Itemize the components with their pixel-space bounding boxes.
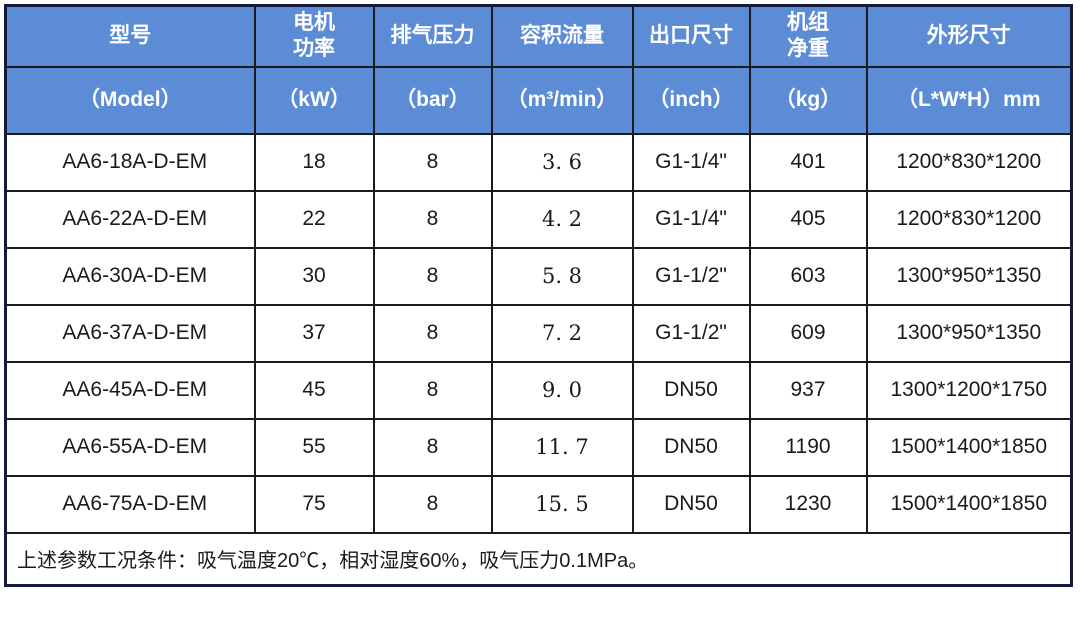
dimensions-cell: 1200*830*1200 [865,132,1073,192]
col-unit-model: （Model） [4,65,256,135]
table-row: AA6-37A-D-EM 37 8 7. 2 G1-1/2" 609 1300*… [4,303,1073,363]
table-row: AA6-55A-D-EM 55 8 11. 7 DN50 1190 1500*1… [4,417,1073,477]
col-header-dimensions: 外形尺寸 [865,4,1073,68]
motor-power-cell: 30 [253,246,375,306]
motor-power-cell: 22 [253,189,375,249]
col-header-exhaust-pressure: 排气压力 [372,4,493,68]
spec-table: 型号 电机 功率 排气压力 容积流量 出口尺寸 机组 净重 外形尺寸 （Mode… [4,4,1073,587]
outlet-size-cell: G1-1/2" [631,303,751,363]
table-header: 型号 电机 功率 排气压力 容积流量 出口尺寸 机组 净重 外形尺寸 （Mode… [4,4,1073,135]
volume-flow-cell: 11. 7 [490,417,634,477]
table-row: AA6-30A-D-EM 30 8 5. 8 G1-1/2" 603 1300*… [4,246,1073,306]
dimensions-cell: 1300*1200*1750 [865,360,1073,420]
outlet-size-cell: G1-1/4" [631,189,751,249]
operating-conditions-note: 上述参数工况条件：吸气温度20℃，相对湿度60%，吸气压力0.1MPa。 [4,531,1073,587]
col-header-motor-power: 电机 功率 [253,4,375,68]
table-row: AA6-18A-D-EM 18 8 3. 6 G1-1/4" 401 1200*… [4,132,1073,192]
col-unit-dimensions: （L*W*H）mm [865,65,1073,135]
model-cell: AA6-22A-D-EM [4,189,256,249]
col-header-volume-flow: 容积流量 [490,4,634,68]
exhaust-pressure-cell: 8 [372,303,493,363]
net-weight-cell: 401 [748,132,868,192]
table-body: AA6-18A-D-EM 18 8 3. 6 G1-1/4" 401 1200*… [4,132,1073,587]
exhaust-pressure-cell: 8 [372,474,493,534]
net-weight-cell: 405 [748,189,868,249]
header-row-units: （Model） （kW） （bar） （m³/min） （inch） （kg） … [4,65,1073,135]
exhaust-pressure-cell: 8 [372,246,493,306]
outlet-size-cell: DN50 [631,417,751,477]
col-header-outlet-size: 出口尺寸 [631,4,751,68]
table-row: AA6-45A-D-EM 45 8 9. 0 DN50 937 1300*120… [4,360,1073,420]
col-unit-net-weight: （kg） [748,65,868,135]
dimensions-cell: 1300*950*1350 [865,246,1073,306]
volume-flow-cell: 3. 6 [490,132,634,192]
table-row: AA6-75A-D-EM 75 8 15. 5 DN50 1230 1500*1… [4,474,1073,534]
dimensions-cell: 1300*950*1350 [865,303,1073,363]
col-unit-motor-power: （kW） [253,65,375,135]
model-cell: AA6-30A-D-EM [4,246,256,306]
net-weight-cell: 609 [748,303,868,363]
model-cell: AA6-37A-D-EM [4,303,256,363]
motor-power-cell: 37 [253,303,375,363]
header-row-chinese: 型号 电机 功率 排气压力 容积流量 出口尺寸 机组 净重 外形尺寸 [4,4,1073,68]
table-row: AA6-22A-D-EM 22 8 4. 2 G1-1/4" 405 1200*… [4,189,1073,249]
motor-power-cell: 18 [253,132,375,192]
volume-flow-cell: 7. 2 [490,303,634,363]
col-unit-exhaust-pressure: （bar） [372,65,493,135]
dimensions-cell: 1500*1400*1850 [865,474,1073,534]
motor-power-cell: 45 [253,360,375,420]
col-header-net-weight: 机组 净重 [748,4,868,68]
net-weight-cell: 1190 [748,417,868,477]
volume-flow-cell: 9. 0 [490,360,634,420]
net-weight-cell: 603 [748,246,868,306]
volume-flow-cell: 15. 5 [490,474,634,534]
footnote-row: 上述参数工况条件：吸气温度20℃，相对湿度60%，吸气压力0.1MPa。 [4,531,1073,587]
outlet-size-cell: DN50 [631,474,751,534]
motor-power-cell: 75 [253,474,375,534]
dimensions-cell: 1200*830*1200 [865,189,1073,249]
volume-flow-cell: 5. 8 [490,246,634,306]
col-header-model: 型号 [4,4,256,68]
model-cell: AA6-45A-D-EM [4,360,256,420]
outlet-size-cell: G1-1/2" [631,246,751,306]
outlet-size-cell: DN50 [631,360,751,420]
net-weight-cell: 1230 [748,474,868,534]
exhaust-pressure-cell: 8 [372,132,493,192]
net-weight-cell: 937 [748,360,868,420]
exhaust-pressure-cell: 8 [372,417,493,477]
model-cell: AA6-55A-D-EM [4,417,256,477]
model-cell: AA6-75A-D-EM [4,474,256,534]
exhaust-pressure-cell: 8 [372,360,493,420]
volume-flow-cell: 4. 2 [490,189,634,249]
outlet-size-cell: G1-1/4" [631,132,751,192]
dimensions-cell: 1500*1400*1850 [865,417,1073,477]
motor-power-cell: 55 [253,417,375,477]
col-unit-outlet-size: （inch） [631,65,751,135]
exhaust-pressure-cell: 8 [372,189,493,249]
col-unit-volume-flow: （m³/min） [490,65,634,135]
model-cell: AA6-18A-D-EM [4,132,256,192]
